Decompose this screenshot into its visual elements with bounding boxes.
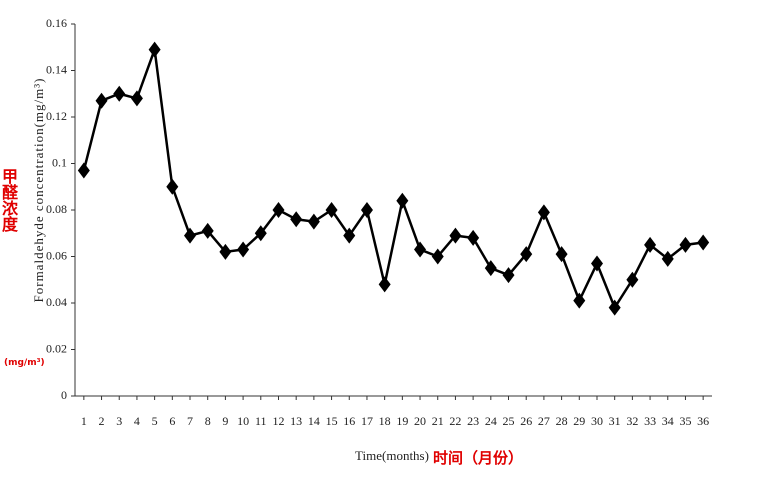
- x-tick-label: 30: [591, 414, 603, 428]
- y-tick-label: 0.16: [46, 16, 67, 30]
- y-tick-label: 0.04: [46, 295, 67, 309]
- data-point: [148, 41, 161, 58]
- x-tick-label: 14: [308, 414, 320, 428]
- data-point: [679, 236, 692, 253]
- data-point: [360, 202, 373, 218]
- data-point: [555, 246, 568, 263]
- y-tick-label: 0.08: [46, 202, 67, 216]
- data-line: [82, 49, 704, 311]
- x-tick-label: 18: [379, 414, 391, 428]
- x-tick-label: 10: [237, 414, 249, 428]
- data-point: [626, 271, 639, 288]
- data-point: [290, 211, 303, 228]
- data-point: [307, 213, 320, 230]
- data-point: [254, 225, 267, 242]
- data-point: [431, 248, 444, 265]
- y-axis-label: Formaldehyde concentration(mg/m³): [31, 78, 46, 303]
- x-axis-label-cn: 时间（月份）: [433, 449, 524, 467]
- y-tick-label: 0.02: [46, 341, 67, 355]
- data-point: [414, 241, 427, 258]
- data-point: [467, 229, 480, 246]
- y-axis-label-cn: 甲醛浓度: [0, 168, 18, 232]
- y-tick-label: 0.14: [46, 62, 67, 76]
- data-point: [272, 202, 285, 218]
- data-point: [343, 227, 356, 244]
- x-tick-label: 2: [99, 414, 105, 428]
- y-unit-cn: (mg/m³): [4, 358, 45, 368]
- x-tick-label: 36: [697, 414, 709, 428]
- x-tick-label: 27: [538, 414, 550, 428]
- data-point: [219, 243, 232, 260]
- x-tick-label: 19: [396, 414, 408, 428]
- data-point: [378, 276, 391, 293]
- x-tick-label: 34: [662, 414, 674, 428]
- x-axis-label: Time(months): [355, 448, 429, 463]
- y-tick-label: 0.1: [52, 155, 67, 169]
- x-tick-label: 6: [169, 414, 175, 428]
- x-tick-label: 26: [520, 414, 532, 428]
- data-point: [166, 178, 179, 195]
- data-point: [661, 250, 674, 267]
- x-tick-label: 7: [187, 414, 193, 428]
- x-tick-label: 11: [255, 414, 267, 428]
- data-point: [537, 204, 550, 221]
- x-tick-label: 31: [609, 414, 621, 428]
- x-tick-label: 23: [467, 414, 479, 428]
- x-tick-label: 35: [679, 414, 691, 428]
- x-tick-label: 21: [432, 414, 444, 428]
- data-point: [184, 227, 197, 244]
- data-point: [396, 192, 409, 209]
- data-point: [201, 222, 214, 239]
- x-tick-label: 3: [116, 414, 122, 428]
- data-point: [325, 202, 338, 218]
- data-point: [484, 260, 497, 277]
- data-point: [449, 227, 462, 244]
- x-tick-label: 28: [556, 414, 568, 428]
- x-tick-label: 9: [222, 414, 228, 428]
- x-tick-label: 12: [272, 414, 284, 428]
- y-tick-label: 0.06: [46, 248, 67, 262]
- x-tick-label: 5: [152, 414, 158, 428]
- x-tick-label: 29: [573, 414, 585, 428]
- data-point: [502, 267, 515, 284]
- x-tick-label: 13: [290, 414, 302, 428]
- x-tick-label: 20: [414, 414, 426, 428]
- x-tick-label: 15: [326, 414, 338, 428]
- x-tick-label: 17: [361, 414, 373, 428]
- data-point: [590, 255, 603, 272]
- y-tick-label: 0: [61, 388, 67, 402]
- x-tick-label: 25: [503, 414, 515, 428]
- x-tick-label: 16: [343, 414, 355, 428]
- data-point: [573, 292, 586, 309]
- data-point: [608, 299, 621, 316]
- x-tick-label: 24: [485, 414, 497, 428]
- data-point: [644, 236, 657, 253]
- data-point: [77, 162, 90, 179]
- data-point: [113, 85, 126, 102]
- x-tick-label: 8: [205, 414, 211, 428]
- x-tick-label: 4: [134, 414, 140, 428]
- x-tick-label: 22: [449, 414, 461, 428]
- x-tick-label: 33: [644, 414, 656, 428]
- x-tick-label: 32: [626, 414, 638, 428]
- x-tick-label: 1: [81, 414, 87, 428]
- data-point: [697, 234, 710, 251]
- y-tick-label: 0.12: [46, 109, 67, 123]
- data-point: [95, 92, 108, 109]
- data-point: [130, 90, 143, 107]
- data-point: [237, 241, 250, 258]
- data-point: [520, 246, 533, 263]
